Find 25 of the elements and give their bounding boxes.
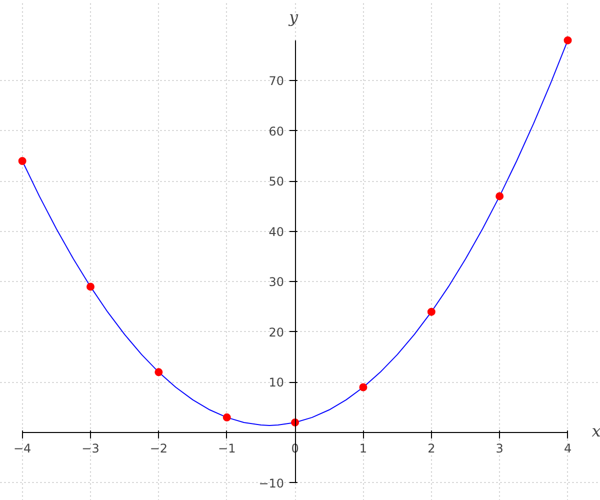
x-tick-label: −4	[13, 442, 32, 456]
y-tick-label: 60	[268, 124, 284, 138]
point	[154, 368, 163, 376]
y-tick-label: 30	[268, 275, 284, 290]
x-tick-label: 4	[564, 442, 572, 456]
point	[359, 383, 368, 392]
y-tick-label: 70	[268, 74, 284, 88]
point	[18, 157, 26, 165]
x-tick-label: 1	[359, 442, 368, 456]
y-tick-label: 40	[268, 224, 284, 239]
point	[496, 192, 504, 200]
y-tick-label: 50	[268, 174, 284, 189]
y-tick-label: 20	[268, 325, 284, 340]
x-tick-label: −1	[218, 442, 236, 456]
x-tick-label: 2	[428, 442, 436, 456]
point	[427, 308, 436, 316]
point	[86, 282, 94, 291]
x-tick-label: 3	[496, 442, 504, 456]
point	[222, 413, 231, 422]
x-tick-label: −3	[82, 442, 100, 456]
y-axis-title: y	[288, 7, 300, 26]
x-tick-label: −2	[150, 442, 168, 456]
y-tick-label: −10	[258, 476, 284, 490]
y-tick-label: 10	[268, 376, 284, 390]
point	[564, 36, 572, 44]
